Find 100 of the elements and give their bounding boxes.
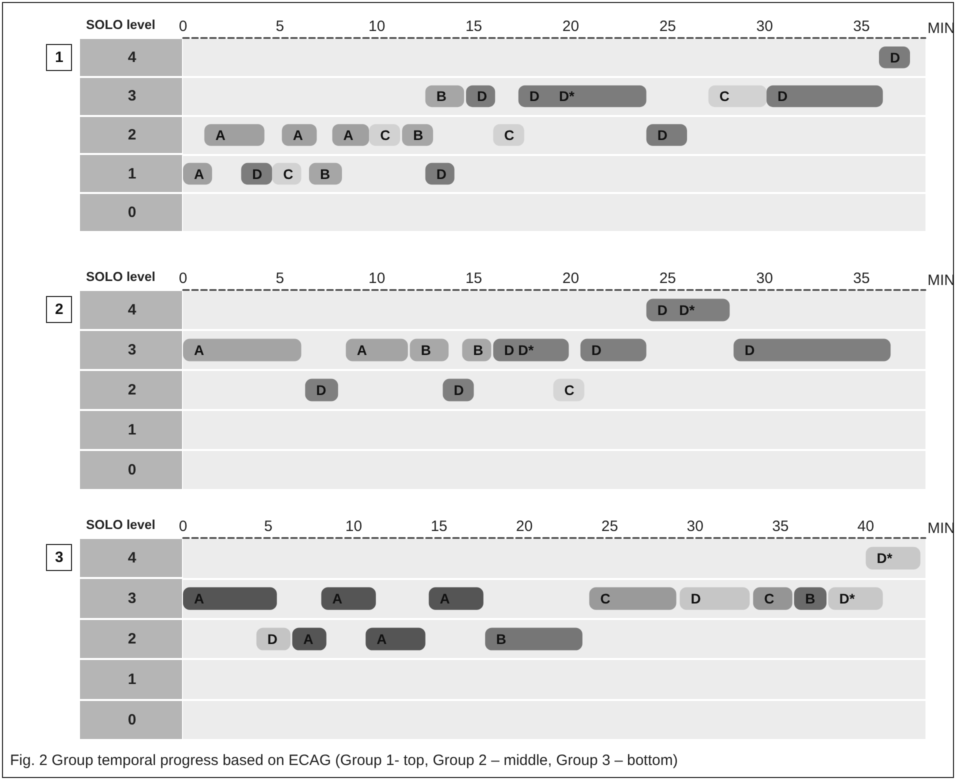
bar	[680, 587, 750, 610]
caption: Fig. 2 Group temporal progress based on ECAG (Group 1- top, Group 2 – middle, Group 3 – bottom)	[10, 752, 678, 769]
data-label: A	[376, 631, 387, 647]
data-label: D D*	[529, 88, 576, 104]
bar	[204, 124, 264, 146]
bar	[580, 338, 646, 362]
data-label: B	[420, 342, 431, 358]
x-tick-label: 5	[264, 518, 273, 535]
bar	[646, 124, 688, 146]
x-tick-label: 30	[686, 518, 704, 535]
data-label: B	[413, 127, 424, 143]
x-tick-label: 40	[857, 518, 874, 535]
bar	[428, 587, 484, 610]
bar	[646, 298, 730, 322]
data-label: A	[215, 127, 226, 143]
x-axis-title: MIN	[928, 520, 956, 537]
data-label: A	[194, 590, 204, 607]
bar	[753, 587, 792, 610]
data-label: B	[496, 631, 506, 647]
bar	[321, 587, 376, 610]
data-label: D	[657, 127, 668, 143]
data-label: C	[564, 382, 574, 398]
data-label: D	[454, 382, 464, 398]
x-axis-title: MIN	[928, 272, 956, 289]
x-tick-label: 5	[276, 18, 284, 35]
text: 1	[46, 44, 72, 71]
bar	[402, 124, 434, 146]
data-label: A	[440, 590, 450, 607]
y-axis-title: SOLO level	[86, 269, 156, 284]
data-label: A	[332, 590, 342, 607]
bar	[485, 628, 582, 650]
data-label: A	[343, 127, 354, 143]
bar	[256, 628, 291, 650]
data-label: D	[744, 342, 755, 358]
data-label: D	[252, 166, 262, 182]
x-tick-label: 35	[853, 270, 870, 287]
data-label: A	[356, 342, 367, 358]
bar	[794, 587, 827, 610]
text: 2	[46, 296, 72, 323]
y-axis-title: SOLO level	[86, 17, 156, 32]
bar	[493, 338, 569, 362]
x-tick-label: 10	[368, 270, 386, 287]
bar	[366, 628, 426, 650]
data-label: A	[303, 631, 314, 647]
x-tick-label: 30	[756, 270, 773, 287]
bar	[183, 162, 212, 185]
y-tick-label: 4	[128, 302, 137, 318]
data-label: C	[719, 88, 730, 104]
x-tick-label: 15	[465, 18, 482, 35]
x-tick-label: 5	[276, 270, 284, 287]
data-label: C	[504, 127, 514, 143]
data-label: D	[316, 382, 326, 398]
bar	[589, 587, 676, 610]
x-tick-label: 15	[465, 270, 482, 287]
bar	[241, 162, 272, 185]
bar	[734, 338, 891, 362]
data-label: C	[600, 590, 610, 607]
y-tick-label: 1	[128, 165, 136, 182]
data-label: D	[690, 590, 701, 607]
y-tick-label: 3	[128, 342, 136, 358]
data-label: A	[194, 166, 204, 182]
x-tick-label: 10	[368, 18, 386, 35]
bar	[292, 628, 326, 650]
data-label: D D*	[657, 302, 696, 318]
x-tick-label: 20	[562, 18, 580, 35]
x-tick-label: 30	[756, 18, 773, 35]
bar	[708, 85, 767, 108]
data-label: A	[194, 342, 204, 358]
bar	[346, 338, 408, 362]
x-tick-label: 20	[516, 518, 533, 535]
x-tick-label: 10	[345, 518, 362, 535]
y-axis-title: SOLO level	[86, 517, 156, 532]
y-tick-label: 2	[128, 630, 136, 648]
y-tick-label: 0	[128, 462, 136, 478]
y-tick-label: 4	[128, 48, 137, 66]
y-tick-label: 1	[128, 422, 136, 438]
data-label: B	[436, 88, 446, 104]
y-tick-label: 4	[128, 550, 137, 567]
data-label: D	[778, 88, 788, 104]
x-tick-label: 35	[772, 518, 789, 535]
y-tick-label: 1	[128, 670, 136, 688]
x-tick-label: 35	[853, 18, 870, 35]
data-label: C	[380, 127, 390, 143]
data-label: D*	[839, 590, 856, 607]
data-label: C	[764, 590, 774, 607]
y-tick-label: 0	[128, 204, 136, 222]
data-label: A	[292, 127, 303, 143]
data-label: D	[591, 342, 602, 358]
bar	[369, 124, 400, 146]
x-tick-label: 25	[601, 518, 618, 535]
data-label: D*	[876, 550, 893, 566]
x-tick-label: 25	[659, 18, 676, 35]
y-tick-label: 3	[128, 88, 136, 105]
x-tick-label: 0	[178, 270, 188, 287]
x-tick-label: 0	[178, 18, 188, 35]
data-label: B	[320, 166, 330, 182]
y-tick-label: 3	[128, 590, 136, 608]
data-label: D	[890, 49, 900, 66]
y-tick-label: 0	[128, 711, 136, 728]
bar	[305, 378, 338, 402]
